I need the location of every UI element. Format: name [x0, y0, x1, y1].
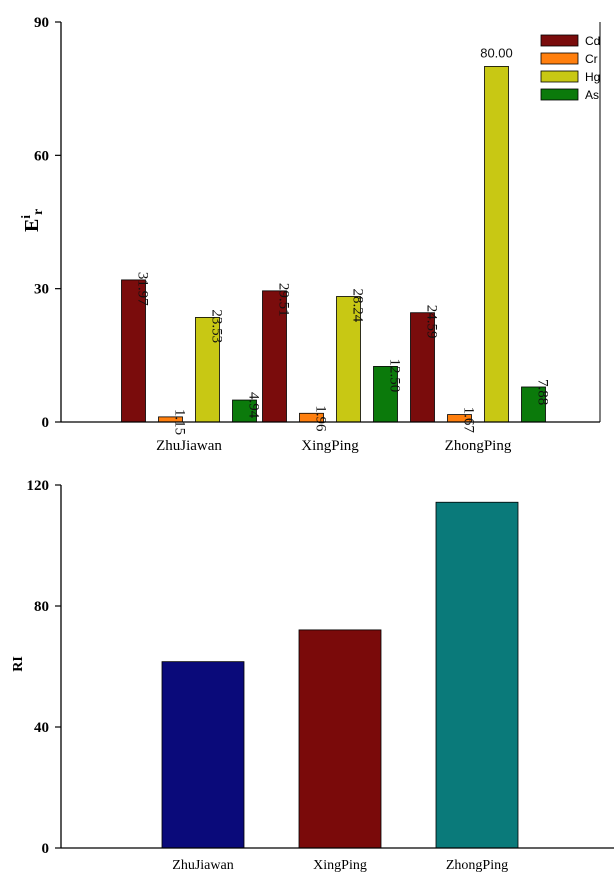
x-category-label: ZhongPing [446, 858, 508, 873]
y-tick-label: 30 [34, 282, 49, 298]
data-label: 23.53 [209, 309, 225, 343]
bar-hg-zhujiawan [195, 317, 220, 423]
x-category-label: ZhuJiawan [172, 858, 233, 873]
bar-hg-zhongping [484, 66, 509, 423]
data-label: 24.59 [424, 305, 440, 339]
data-label: 80.00 [480, 45, 513, 60]
y-axis-label-bottom: RI [11, 656, 26, 672]
legend-swatch-hg [540, 70, 579, 83]
x-category-label: ZhuJiawan [156, 438, 222, 454]
x-category-label: XingPing [301, 438, 359, 454]
bar-ri-zhujiawan [161, 661, 245, 849]
bar-hg-xingping [336, 296, 361, 423]
legend-label-as: As [585, 88, 599, 102]
data-label: 7.88 [535, 379, 551, 405]
legend-swatch-as [540, 88, 579, 101]
y-tick-label: 0 [42, 415, 50, 431]
bar-as-zhongping [521, 386, 546, 423]
risk-index-chart: RI 0 40 80 120 ZhuJiawan XingPing ZhongPing [11, 478, 614, 873]
legend: Cd Cr Hg As [540, 34, 600, 102]
bar-cd-zhujiawan [121, 279, 146, 423]
data-label: 12.50 [387, 358, 403, 392]
y-tick-label: 40 [34, 720, 49, 736]
legend-label-cd: Cd [585, 34, 600, 48]
x-category-label: XingPing [313, 858, 367, 873]
y-axis-label-superscript: i [18, 215, 33, 219]
bar-as-xingping [373, 366, 398, 423]
data-label: 1.96 [313, 405, 329, 432]
legend-label-cr: Cr [585, 52, 598, 66]
y-axis-label-top: Eir [18, 209, 46, 232]
bar-ri-zhongping [435, 501, 519, 849]
y-tick-label: 0 [42, 841, 50, 857]
y-axis-label-subscript: r [31, 209, 46, 215]
bar-ri-xingping [298, 629, 382, 849]
data-label: 4.94 [246, 392, 262, 419]
y-tick-label: 60 [34, 148, 49, 164]
data-label: 1.67 [461, 407, 477, 434]
x-category-label: ZhongPing [445, 438, 512, 454]
legend-swatch-cr [540, 52, 579, 65]
y-tick-label: 120 [27, 478, 50, 494]
data-label: 31.97 [135, 272, 151, 306]
y-tick-label: 80 [34, 599, 49, 615]
y-tick-label: 90 [34, 15, 49, 31]
data-label: 28.24 [350, 288, 366, 322]
legend-swatch-cd [540, 34, 579, 47]
legend-label-hg: Hg [585, 70, 600, 84]
data-label: 29.51 [276, 283, 292, 317]
